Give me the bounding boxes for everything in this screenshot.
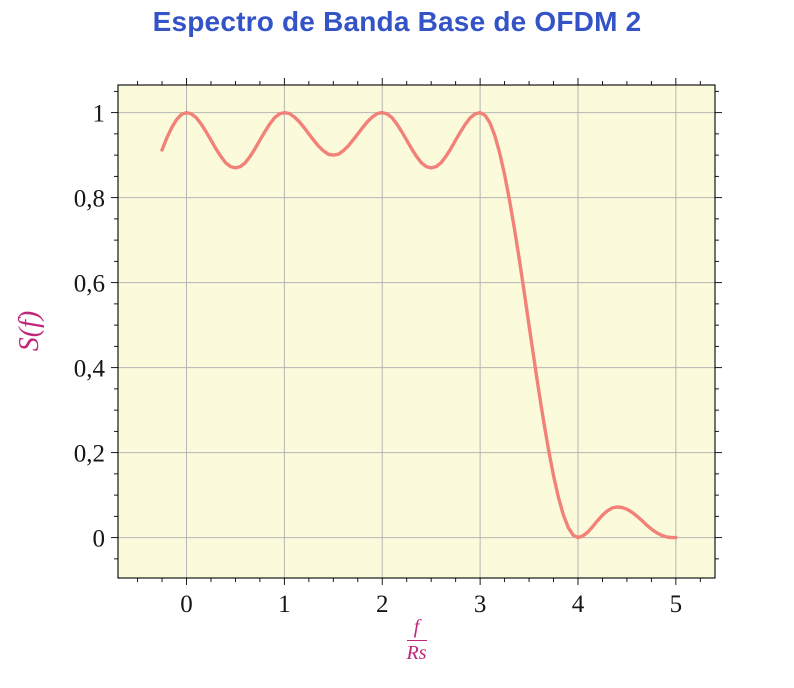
spectrum-curve: [160, 110, 678, 540]
y-tick-label: 0: [93, 526, 106, 553]
y-axis-label: S(f): [14, 310, 45, 352]
plot-background: [118, 85, 715, 578]
chart-title: Espectro de Banda Base de OFDM 2: [152, 6, 642, 37]
x-tick-label: 5: [670, 591, 683, 618]
x-axis-label: f Rs: [118, 616, 715, 665]
y-tick-label: 0,4: [74, 356, 106, 383]
x-label-numerator: f: [406, 616, 427, 641]
y-tick-label: 1: [93, 101, 106, 128]
x-tick-label: 3: [474, 591, 487, 618]
x-tick-label: 0: [180, 591, 193, 618]
plot-frame: [117, 84, 716, 579]
x-axis-label-fraction: f Rs: [406, 616, 427, 665]
x-label-denominator: Rs: [406, 642, 427, 664]
y-tick-label: 0,6: [74, 271, 105, 298]
y-tick-label: 0,2: [74, 441, 105, 468]
y-tick-label: 0,8: [74, 186, 105, 213]
x-tick-label: 4: [572, 591, 585, 618]
x-tick-label: 1: [278, 591, 291, 618]
x-tick-label: 2: [376, 591, 389, 618]
